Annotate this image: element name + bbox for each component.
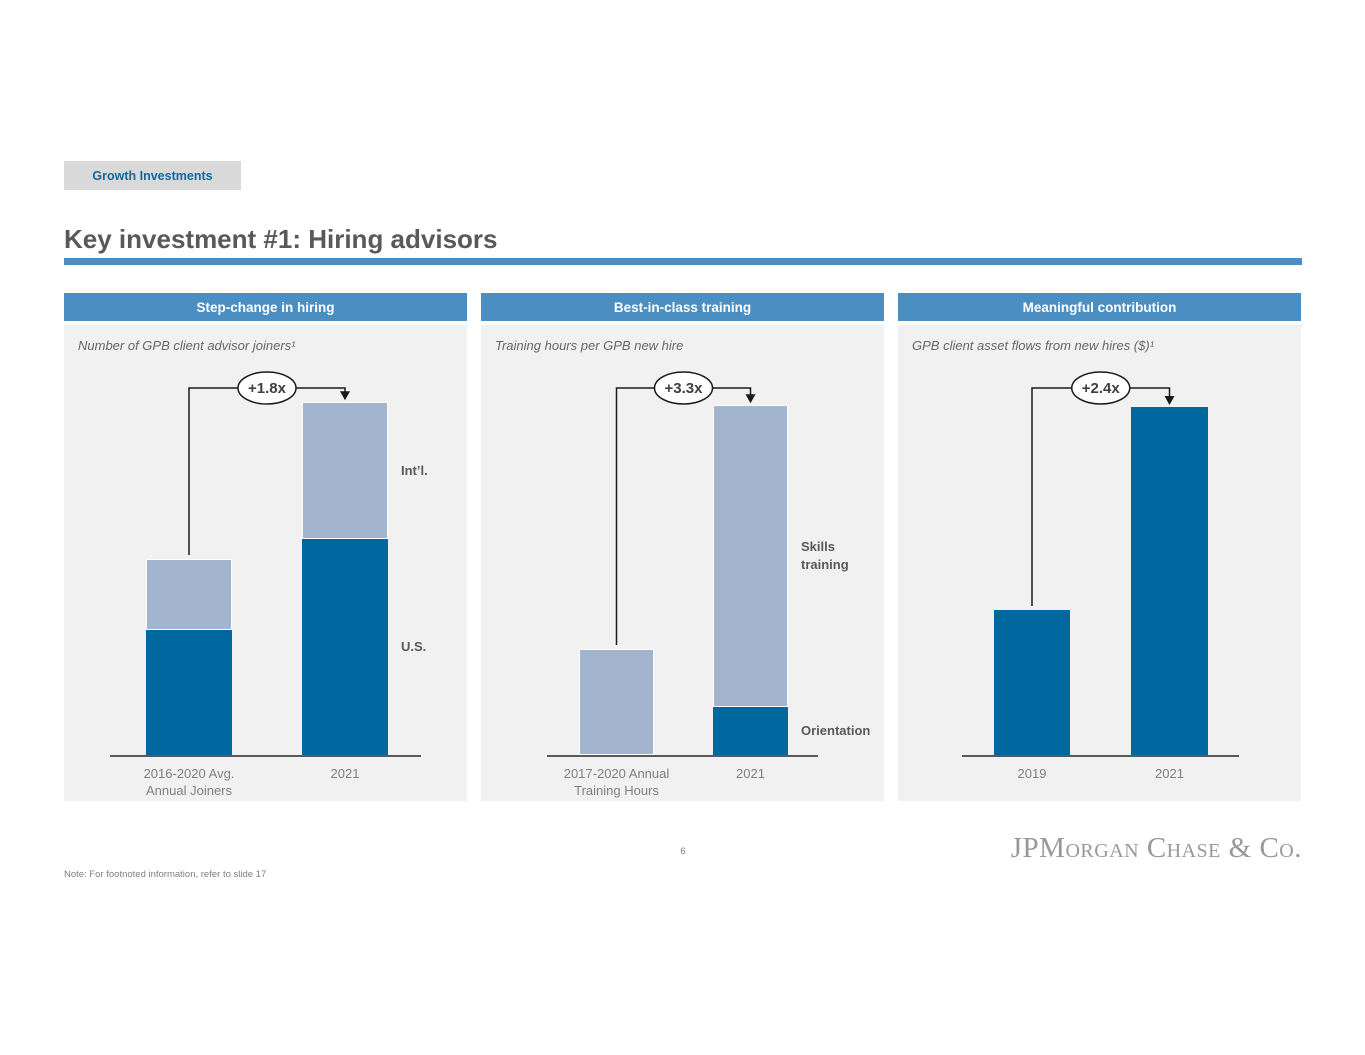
arrow-down-icon: [745, 394, 756, 404]
section-badge: Growth Investments: [64, 161, 241, 190]
bar-segment-skills-training: [713, 405, 788, 708]
segment-side-label: Skills training: [801, 539, 849, 573]
arrow-down-icon: [340, 391, 350, 401]
segment-side-label: U.S.: [401, 639, 427, 655]
footnote: Note: For footnoted information, refer t…: [64, 869, 267, 880]
x-axis-line: [962, 755, 1239, 757]
bar-segment-orientation: [713, 707, 788, 755]
section-badge-label: Growth Investments: [92, 168, 213, 183]
jpmorgan-chase-logo: JPMorgan Chase & Co.: [1010, 832, 1302, 864]
multiplier-ellipse: [237, 371, 297, 405]
x-tick-label: 2016-2020 Avg. Annual Joiners: [143, 766, 235, 798]
segment-side-label: Int’l.: [401, 462, 428, 478]
panel-body: Training hours per GPB new hire 2017-202…: [481, 325, 884, 801]
segment-side-label: Orientation: [801, 723, 871, 739]
x-tick-label: 2021: [330, 766, 360, 781]
x-axis-line: [547, 755, 818, 757]
multiplier-value: +3.3x: [665, 380, 704, 397]
multiplier-ellipse: [1071, 371, 1131, 405]
multiplier-ellipse: [653, 371, 714, 405]
bar-segment-total-training-hours: [579, 649, 654, 755]
bar-segment-2021-asset-flows: [1131, 407, 1208, 755]
panel-step-change-in-hiring: Step-change in hiring Number of GPB clie…: [64, 293, 467, 801]
panel-header: Meaningful contribution: [898, 293, 1301, 321]
page-number: 6: [680, 846, 686, 857]
chart-subtitle: GPB client asset flows from new hires ($…: [912, 338, 1155, 353]
x-tick-label: 2021: [1155, 766, 1184, 781]
title-underline: [64, 258, 1302, 265]
multiplier-value: +2.4x: [1082, 380, 1121, 397]
bar-segment-int-l-: [146, 559, 232, 630]
page-title-emphasis: Hiring advisors: [308, 224, 498, 254]
panel-best-in-class-training: Best-in-class training Training hours pe…: [481, 293, 884, 801]
panel-meaningful-contribution: Meaningful contribution GPB client asset…: [898, 293, 1301, 801]
x-tick-label: 2017-2020 Annual Training Hours: [563, 766, 670, 798]
page-title-prefix: Key investment #1:: [64, 224, 309, 254]
page-title: Key investment #1: Hiring advisors: [64, 224, 498, 255]
x-tick-label: 2021: [736, 766, 765, 781]
chart-subtitle: Training hours per GPB new hire: [495, 338, 684, 353]
bar-segment-u-s-: [146, 629, 232, 755]
bar-segment-int-l-: [302, 402, 388, 540]
bar-segment-2019-asset-flows: [994, 610, 1070, 755]
x-tick-label: 2019: [1017, 766, 1047, 781]
panel-body: Number of GPB client advisor joiners¹ 20…: [64, 325, 467, 801]
chart-subtitle: Number of GPB client advisor joiners¹: [78, 338, 296, 353]
bar-segment-u-s-: [302, 539, 388, 755]
multiplier-bracket: +1.8x: [188, 371, 350, 555]
panel-header: Best-in-class training: [481, 293, 884, 321]
multiplier-value: +1.8x: [248, 380, 287, 397]
panel-body: GPB client asset flows from new hires ($…: [898, 325, 1301, 801]
panel-header: Step-change in hiring: [64, 293, 467, 321]
x-axis-line: [110, 755, 421, 757]
arrow-down-icon: [1164, 396, 1175, 405]
multiplier-bracket: +2.4x: [1031, 371, 1175, 606]
